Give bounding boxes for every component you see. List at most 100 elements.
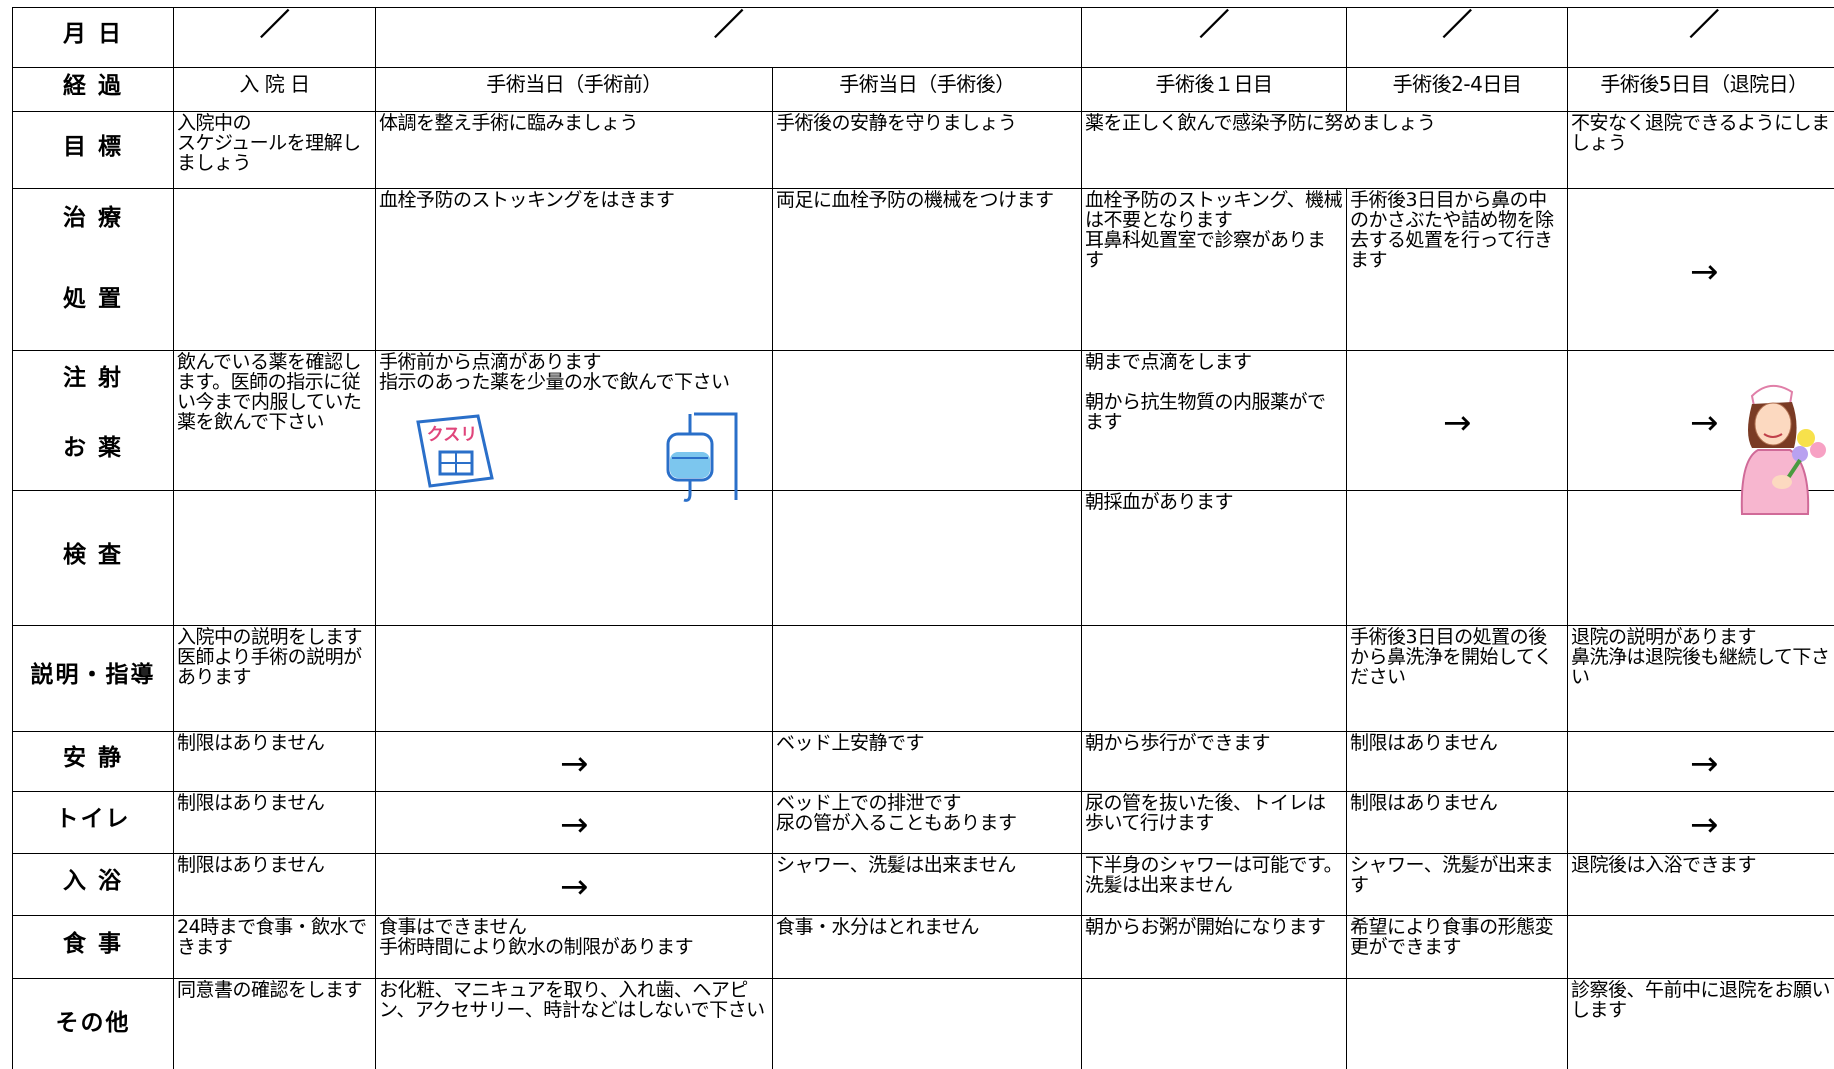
cell: 制限はありません: [1346, 791, 1568, 854]
row-label-text: トイレ: [55, 806, 131, 832]
row-label: その他: [12, 978, 174, 1069]
medicine-icon: クスリ: [416, 414, 494, 488]
row-label: 治 療処 置: [12, 188, 174, 351]
cell: →: [375, 791, 773, 854]
cell: ベッド上安静です: [772, 731, 1082, 792]
row-label: 入 浴: [12, 853, 174, 916]
nurse-illustration: [1740, 385, 1826, 515]
stage-cell: 手術後5日目（退院日）: [1567, 67, 1834, 112]
cell: [772, 978, 1082, 1069]
iv-bag-icon: [666, 412, 738, 502]
row-label-text: 説明・指導: [30, 662, 156, 688]
stage-cell: 手術当日（手術前）: [375, 67, 773, 112]
row-label-text: 目 標: [62, 133, 123, 160]
row-label-text: 月 日: [62, 21, 123, 47]
arrow: →: [560, 805, 589, 845]
cell: 血栓予防のストッキング、機械は不要となります 耳鼻科処置室で診察があります: [1081, 188, 1347, 351]
cell: 両足に血栓予防の機械をつけます: [772, 188, 1082, 351]
cell: [772, 625, 1082, 732]
row-label-text: 処 置: [62, 286, 123, 313]
cell: 同意書の確認をします: [173, 978, 376, 1069]
row-label: トイレ: [12, 791, 174, 854]
cell: 希望により食事の形態変更ができます: [1346, 915, 1568, 979]
cell: [1346, 978, 1568, 1069]
cell: 入院中の説明をします 医師より手術の説明があります: [173, 625, 376, 732]
row-label-text: 検 査: [62, 541, 123, 568]
cell: →: [1567, 791, 1834, 854]
cell: 尿の管を抜いた後、トイレは歩いて行けます: [1081, 791, 1347, 854]
row-label-text: 入 浴: [62, 868, 123, 894]
cell: シャワー、洗髪が出来ます: [1346, 853, 1568, 916]
row-label-text: 経 過: [62, 73, 123, 99]
cell: →: [1346, 350, 1568, 491]
row-label: 検 査: [12, 490, 174, 626]
row-label: 注 射お 薬: [12, 350, 174, 491]
cell: 入院中の スケジュールを理解しましょう: [173, 111, 376, 189]
arrow: →: [1690, 805, 1719, 845]
row-label: 説明・指導: [12, 625, 174, 732]
stage-cell: 入 院 日: [173, 67, 376, 112]
cell: 24時まで食事・飲水できます: [173, 915, 376, 979]
cell: [375, 490, 773, 626]
cell: [772, 490, 1082, 626]
cell: 飲んでいる薬を確認します。医師の指示に従い今まで内服していた薬を飲んで下さい: [173, 350, 376, 491]
cell: 血栓予防のストッキングをはきます: [375, 188, 773, 351]
row-label-text: 食 事: [62, 930, 123, 957]
medicine-label: クスリ: [427, 425, 478, 445]
row-label: 月 日: [12, 7, 174, 68]
date-cell: ／: [375, 7, 1082, 68]
cell: 食事・水分はとれません: [772, 915, 1082, 979]
stage-cell: 手術後2-4日目: [1346, 67, 1568, 112]
cell: 退院の説明があります 鼻洗浄は退院後も継続して下さい: [1567, 625, 1834, 732]
cell: [375, 625, 773, 732]
cell: 朝からお粥が開始になります: [1081, 915, 1347, 979]
cell: 制限はありません: [173, 791, 376, 854]
cell: 退院後は入浴できます: [1567, 853, 1834, 916]
cell: 手術後3日目の処置の後から鼻洗浄を開始してください: [1346, 625, 1568, 732]
cell: 下半身のシャワーは可能です。洗髪は出来ません: [1081, 853, 1347, 916]
cell: →: [1567, 731, 1834, 792]
arrow: →: [1443, 403, 1472, 443]
cell: 制限はありません: [173, 731, 376, 792]
arrow: →: [1690, 252, 1719, 292]
cell: 食事はできません 手術時間により飲水の制限があります: [375, 915, 773, 979]
cell: 不安なく退院できるようにしましょう: [1567, 111, 1834, 189]
cell: お化粧、マニキュアを取り、入れ歯、ヘアピン、アクセサリー、時計などはしないで下さ…: [375, 978, 773, 1069]
cell: →: [375, 853, 773, 916]
row-label-text: その他: [55, 1010, 131, 1036]
stage-cell: 手術後１日目: [1081, 67, 1347, 112]
cell: ベッド上での排泄です 尿の管が入ることもあります: [772, 791, 1082, 854]
cell: シャワー、洗髪は出来ません: [772, 853, 1082, 916]
cell: 診察後、午前中に退院をお願いします: [1567, 978, 1834, 1069]
cell: 薬を正しく飲んで感染予防に努めましょう: [1081, 111, 1568, 189]
arrow: →: [1690, 744, 1719, 784]
cell: 制限はありません: [173, 853, 376, 916]
cell: [173, 490, 376, 626]
row-label: 目 標: [12, 111, 174, 189]
cell: [1567, 915, 1834, 979]
cell: →: [375, 731, 773, 792]
cell: 朝から歩行ができます: [1081, 731, 1347, 792]
cell: 朝採血があります: [1081, 490, 1347, 626]
date-cell: ／: [1081, 7, 1347, 68]
date-cell: ／: [173, 7, 376, 68]
arrow: →: [560, 867, 589, 907]
cell: →: [1567, 188, 1834, 351]
row-label: 食 事: [12, 915, 174, 979]
row-label: 安 静: [12, 731, 174, 792]
row-label: 経 過: [12, 67, 174, 112]
cell: 体調を整え手術に臨みましょう: [375, 111, 773, 189]
cell: [1346, 490, 1568, 626]
cell: [1081, 978, 1347, 1069]
cell: 朝まで点滴をします 朝から抗生物質の内服薬がでます: [1081, 350, 1347, 491]
cell: 手術前から点滴があります 指示のあった薬を少量の水で飲んで下さい: [375, 350, 773, 491]
date-cell: ／: [1346, 7, 1568, 68]
date-cell: ／: [1567, 7, 1834, 68]
arrow: →: [560, 744, 589, 784]
cell: [772, 350, 1082, 491]
cell: [173, 188, 376, 351]
row-label-text: お 薬: [62, 434, 123, 461]
arrow: →: [1690, 403, 1719, 443]
cell: 手術後の安静を守りましょう: [772, 111, 1082, 189]
